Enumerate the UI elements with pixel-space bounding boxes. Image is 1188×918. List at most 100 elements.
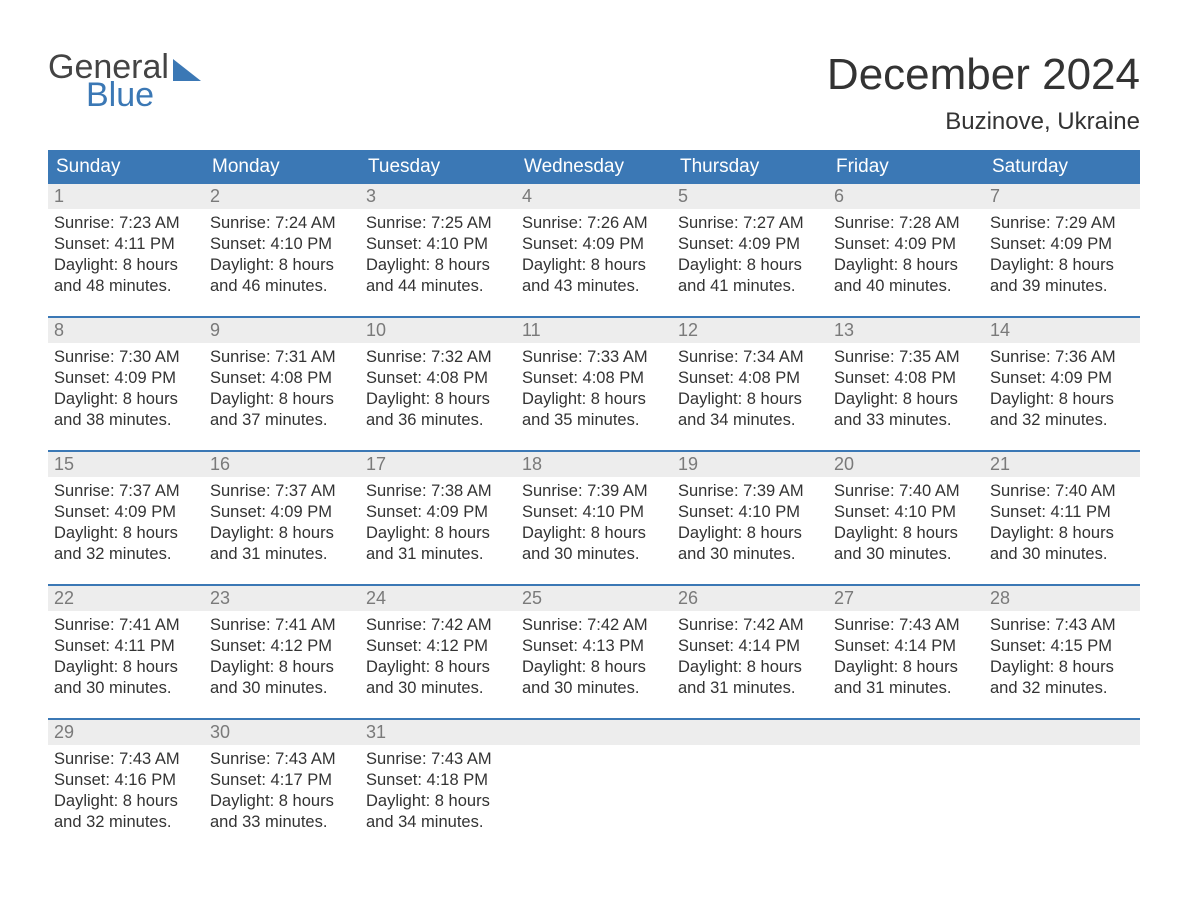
day-details: Sunrise: 7:23 AMSunset: 4:11 PMDaylight:… [48,209,204,299]
sunrise-line: Sunrise: 7:31 AM [210,347,354,368]
sunset-line: Sunset: 4:11 PM [54,234,198,255]
day-details: Sunrise: 7:33 AMSunset: 4:08 PMDaylight:… [516,343,672,433]
sunrise-line: Sunrise: 7:39 AM [678,481,822,502]
day-number: 21 [984,452,1140,477]
day-number [672,720,828,745]
sunset-line: Sunset: 4:10 PM [366,234,510,255]
calendar-day: 30Sunrise: 7:43 AMSunset: 4:17 PMDayligh… [204,720,360,838]
sunset-line: Sunset: 4:09 PM [54,368,198,389]
logo-word-blue: Blue [86,78,201,112]
sunrise-line: Sunrise: 7:40 AM [990,481,1134,502]
sunset-line: Sunset: 4:14 PM [678,636,822,657]
sunset-line: Sunset: 4:12 PM [210,636,354,657]
calendar-day [828,720,984,838]
day-details: Sunrise: 7:38 AMSunset: 4:09 PMDaylight:… [360,477,516,567]
sunrise-line: Sunrise: 7:42 AM [522,615,666,636]
day-details: Sunrise: 7:36 AMSunset: 4:09 PMDaylight:… [984,343,1140,433]
daylight-line: Daylight: 8 hours and 37 minutes. [210,389,354,431]
calendar-day: 29Sunrise: 7:43 AMSunset: 4:16 PMDayligh… [48,720,204,838]
sunrise-line: Sunrise: 7:41 AM [54,615,198,636]
day-number: 28 [984,586,1140,611]
calendar-day: 1Sunrise: 7:23 AMSunset: 4:11 PMDaylight… [48,184,204,302]
sunrise-line: Sunrise: 7:33 AM [522,347,666,368]
day-number: 17 [360,452,516,477]
sunrise-line: Sunrise: 7:43 AM [990,615,1134,636]
weekday-header: Thursday [672,150,828,184]
calendar-day: 25Sunrise: 7:42 AMSunset: 4:13 PMDayligh… [516,586,672,704]
day-number: 27 [828,586,984,611]
sunrise-line: Sunrise: 7:32 AM [366,347,510,368]
sunrise-line: Sunrise: 7:28 AM [834,213,978,234]
sunset-line: Sunset: 4:08 PM [678,368,822,389]
weekday-header: Sunday [48,150,204,184]
day-details: Sunrise: 7:42 AMSunset: 4:12 PMDaylight:… [360,611,516,701]
calendar-day: 27Sunrise: 7:43 AMSunset: 4:14 PMDayligh… [828,586,984,704]
calendar-week: 29Sunrise: 7:43 AMSunset: 4:16 PMDayligh… [48,718,1140,838]
calendar-day: 10Sunrise: 7:32 AMSunset: 4:08 PMDayligh… [360,318,516,436]
sunset-line: Sunset: 4:14 PM [834,636,978,657]
day-details: Sunrise: 7:42 AMSunset: 4:13 PMDaylight:… [516,611,672,701]
sunset-line: Sunset: 4:09 PM [366,502,510,523]
daylight-line: Daylight: 8 hours and 33 minutes. [210,791,354,833]
location-subtitle: Buzinove, Ukraine [827,108,1140,136]
weekday-header: Friday [828,150,984,184]
page-title: December 2024 [827,50,1140,100]
daylight-line: Daylight: 8 hours and 32 minutes. [54,523,198,565]
calendar-day [516,720,672,838]
sunrise-line: Sunrise: 7:29 AM [990,213,1134,234]
daylight-line: Daylight: 8 hours and 40 minutes. [834,255,978,297]
calendar-day: 6Sunrise: 7:28 AMSunset: 4:09 PMDaylight… [828,184,984,302]
daylight-line: Daylight: 8 hours and 30 minutes. [210,657,354,699]
day-number: 11 [516,318,672,343]
day-number [984,720,1140,745]
sunrise-line: Sunrise: 7:24 AM [210,213,354,234]
day-details: Sunrise: 7:39 AMSunset: 4:10 PMDaylight:… [516,477,672,567]
day-number: 5 [672,184,828,209]
sunrise-line: Sunrise: 7:35 AM [834,347,978,368]
sunrise-line: Sunrise: 7:43 AM [834,615,978,636]
calendar-week: 1Sunrise: 7:23 AMSunset: 4:11 PMDaylight… [48,184,1140,302]
weekday-header: Saturday [984,150,1140,184]
sunrise-line: Sunrise: 7:27 AM [678,213,822,234]
day-number: 6 [828,184,984,209]
daylight-line: Daylight: 8 hours and 30 minutes. [366,657,510,699]
calendar-day: 18Sunrise: 7:39 AMSunset: 4:10 PMDayligh… [516,452,672,570]
day-number: 3 [360,184,516,209]
day-details: Sunrise: 7:26 AMSunset: 4:09 PMDaylight:… [516,209,672,299]
calendar-day: 16Sunrise: 7:37 AMSunset: 4:09 PMDayligh… [204,452,360,570]
calendar-day: 11Sunrise: 7:33 AMSunset: 4:08 PMDayligh… [516,318,672,436]
calendar-week: 8Sunrise: 7:30 AMSunset: 4:09 PMDaylight… [48,316,1140,436]
sunrise-line: Sunrise: 7:40 AM [834,481,978,502]
day-number: 29 [48,720,204,745]
day-details: Sunrise: 7:34 AMSunset: 4:08 PMDaylight:… [672,343,828,433]
sunset-line: Sunset: 4:09 PM [990,234,1134,255]
calendar-day: 20Sunrise: 7:40 AMSunset: 4:10 PMDayligh… [828,452,984,570]
daylight-line: Daylight: 8 hours and 33 minutes. [834,389,978,431]
calendar-day: 15Sunrise: 7:37 AMSunset: 4:09 PMDayligh… [48,452,204,570]
daylight-line: Daylight: 8 hours and 30 minutes. [522,523,666,565]
weekday-header: Tuesday [360,150,516,184]
daylight-line: Daylight: 8 hours and 30 minutes. [834,523,978,565]
sunrise-line: Sunrise: 7:30 AM [54,347,198,368]
daylight-line: Daylight: 8 hours and 30 minutes. [54,657,198,699]
brand-logo: General Blue [48,50,201,112]
sunset-line: Sunset: 4:11 PM [54,636,198,657]
calendar-day: 13Sunrise: 7:35 AMSunset: 4:08 PMDayligh… [828,318,984,436]
sunset-line: Sunset: 4:11 PM [990,502,1134,523]
calendar-week: 15Sunrise: 7:37 AMSunset: 4:09 PMDayligh… [48,450,1140,570]
sunrise-line: Sunrise: 7:36 AM [990,347,1134,368]
day-number: 16 [204,452,360,477]
sunset-line: Sunset: 4:10 PM [678,502,822,523]
day-number: 24 [360,586,516,611]
day-number: 14 [984,318,1140,343]
sunrise-line: Sunrise: 7:23 AM [54,213,198,234]
sunrise-line: Sunrise: 7:38 AM [366,481,510,502]
calendar-day [672,720,828,838]
sunrise-line: Sunrise: 7:43 AM [366,749,510,770]
daylight-line: Daylight: 8 hours and 38 minutes. [54,389,198,431]
day-number: 7 [984,184,1140,209]
day-details: Sunrise: 7:37 AMSunset: 4:09 PMDaylight:… [204,477,360,567]
calendar-week: 22Sunrise: 7:41 AMSunset: 4:11 PMDayligh… [48,584,1140,704]
sunset-line: Sunset: 4:09 PM [678,234,822,255]
daylight-line: Daylight: 8 hours and 32 minutes. [990,657,1134,699]
